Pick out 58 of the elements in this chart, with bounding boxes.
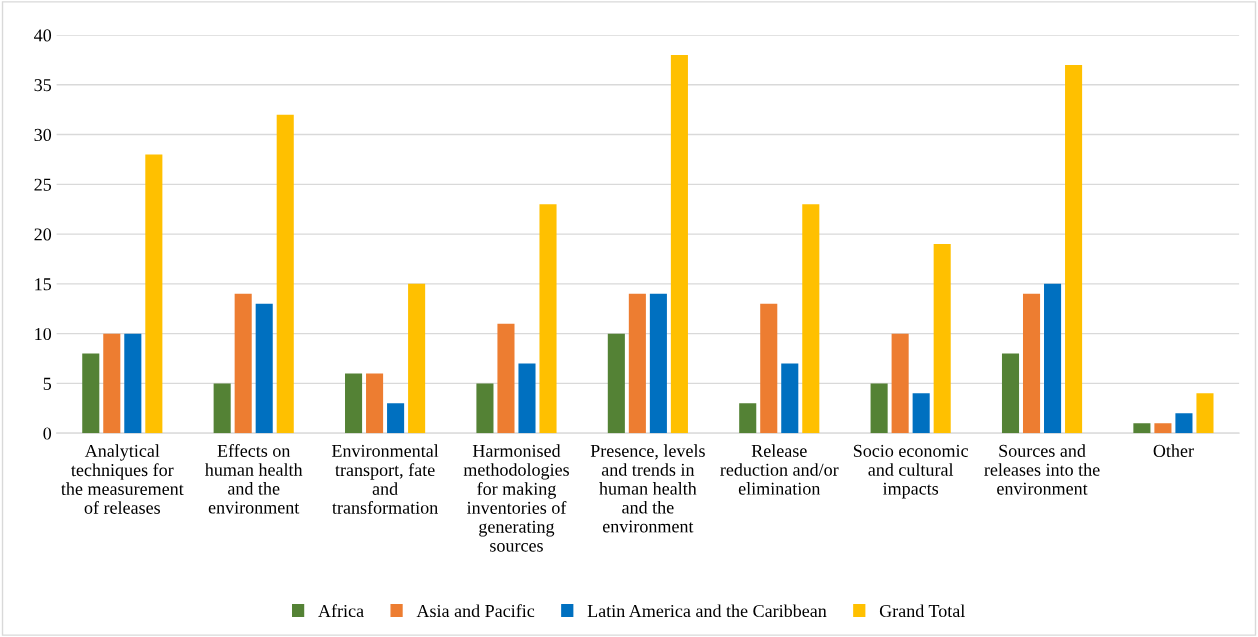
- x-tick-label: Analytical techniques for the measurement of releases: [61, 444, 184, 514]
- bar: [912, 393, 930, 434]
- y-tick-label: 35: [34, 79, 52, 92]
- bar: [345, 373, 363, 434]
- x-tick-label: Sources and releases into the environment: [984, 444, 1100, 495]
- bar: [670, 54, 688, 434]
- legend-label: Grand Total: [879, 604, 965, 618]
- y-tick-label: 30: [34, 128, 52, 142]
- x-tick-label: Environmental transport, fate and transformation: [331, 444, 439, 514]
- bar: [213, 383, 231, 434]
- bar: [891, 333, 909, 434]
- bar: [103, 333, 121, 434]
- y-tick-label: 0: [43, 427, 52, 440]
- x-tick-label: Effects on human health and the environment: [204, 444, 303, 514]
- bar: [1001, 353, 1020, 434]
- bar: [1196, 393, 1214, 434]
- bar: [1044, 283, 1062, 434]
- bar: [739, 403, 757, 434]
- bar: [933, 244, 951, 434]
- bar: [1175, 413, 1193, 434]
- y-tick-label: 40: [34, 29, 52, 42]
- bar: [870, 383, 888, 434]
- bar: [145, 154, 163, 434]
- bar: [276, 114, 294, 434]
- bar: [124, 333, 142, 434]
- bar: [628, 293, 646, 434]
- y-tick-label: 5: [43, 377, 52, 390]
- bar: [476, 383, 494, 434]
- bar: [82, 353, 100, 434]
- bar: [802, 204, 820, 434]
- legend-label: Asia and Pacific: [416, 604, 535, 618]
- bar: [408, 283, 426, 434]
- bar: [760, 303, 778, 434]
- x-tick-label: Presence, levels and trends in human health and the environment: [590, 444, 705, 533]
- x-tick-label: Release reduction and/or elimination: [720, 444, 839, 495]
- bar: [497, 323, 515, 434]
- x-tick-label: Harmonised methodologies for making inventories of generating sources: [463, 444, 569, 552]
- bar: [234, 293, 252, 434]
- bar: [781, 363, 799, 434]
- y-tick-label: 10: [35, 327, 52, 341]
- x-tick-label: Socio economic and cultural impacts: [853, 444, 969, 499]
- bar: [1065, 64, 1083, 434]
- bar: [518, 363, 536, 434]
- y-tick-label: 20: [34, 228, 52, 241]
- bar: [387, 403, 405, 434]
- bar: [1154, 423, 1172, 434]
- y-tick-label: 15: [35, 278, 52, 291]
- bar: [649, 293, 667, 434]
- legend-label: Africa: [318, 604, 364, 618]
- bar: [1133, 423, 1151, 434]
- x-tick-label: Other: [1153, 444, 1194, 457]
- bar: [1022, 293, 1041, 434]
- bar: [539, 204, 557, 434]
- bar: [607, 333, 625, 434]
- bar: [255, 303, 273, 434]
- y-tick-label: 25: [34, 178, 52, 191]
- legend-label: Latin America and the Caribbean: [587, 604, 827, 618]
- bar: [366, 373, 384, 434]
